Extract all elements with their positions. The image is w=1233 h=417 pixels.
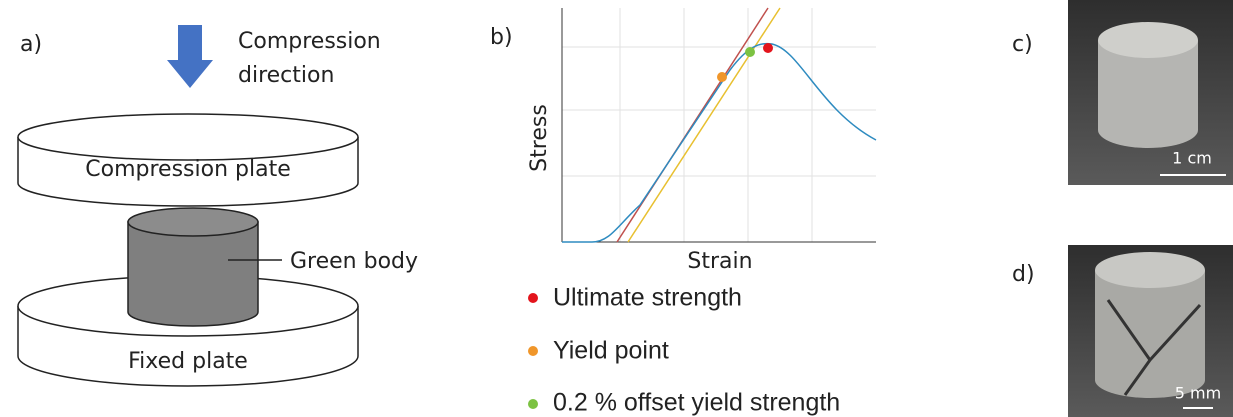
sample-top — [1095, 252, 1205, 288]
plate-top — [18, 114, 358, 160]
legend-label: Ultimate strength — [553, 284, 742, 312]
panel-d: d) 5 mm — [1012, 245, 1233, 417]
panel-c: c) 1 cm — [1012, 0, 1233, 185]
sample-top — [1098, 22, 1198, 58]
legend-dot — [528, 346, 538, 356]
page: a) Compression direction Compression pla… — [0, 0, 1233, 417]
arrow-label: direction — [238, 63, 334, 88]
body-label: Green body — [290, 249, 418, 274]
legend-label: 0.2 % offset yield strength — [553, 389, 840, 417]
arrow-label: Compression — [238, 29, 381, 54]
point — [763, 43, 773, 53]
green-body-top — [128, 208, 258, 236]
legend-dot — [528, 293, 538, 303]
scale-label: 1 cm — [1172, 149, 1212, 168]
panel-a: a) Compression direction Compression pla… — [18, 25, 418, 386]
legend-dot — [528, 399, 538, 409]
panel-label: b) — [490, 25, 513, 50]
x-axis-label: Strain — [687, 249, 752, 274]
panel-label: d) — [1012, 262, 1035, 287]
point — [745, 47, 755, 57]
panel-b: b) Stress Strain Ultimate strength Yield… — [490, 8, 876, 417]
plate-label: Fixed plate — [128, 349, 248, 374]
legend-label: Yield point — [553, 337, 669, 365]
green-body — [128, 222, 258, 326]
sample — [1095, 270, 1205, 398]
figure: a) Compression direction Compression pla… — [0, 0, 1233, 417]
panel-label: c) — [1012, 32, 1033, 57]
panel-label: a) — [20, 32, 42, 57]
point — [717, 72, 727, 82]
plot-area — [562, 8, 876, 242]
plate-label: Compression plate — [85, 157, 290, 182]
arrow — [167, 25, 213, 88]
y-axis-label: Stress — [527, 104, 552, 172]
scale-label: 5 mm — [1175, 384, 1221, 403]
